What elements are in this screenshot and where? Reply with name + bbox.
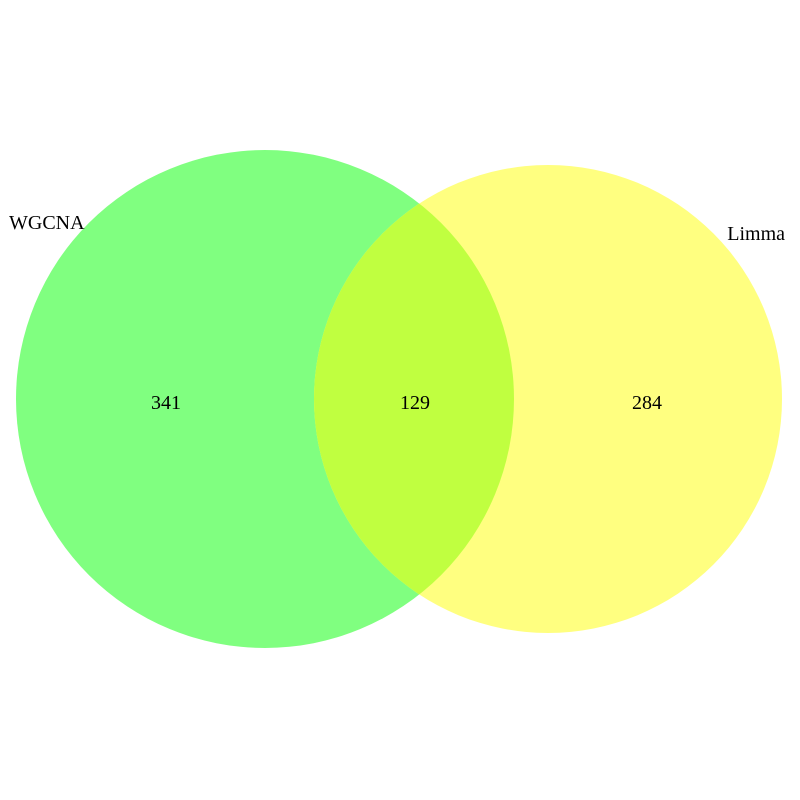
intersection-region — [314, 165, 514, 633]
count-only-limma: 284 — [632, 392, 662, 414]
count-only-wgcna: 341 — [151, 392, 181, 414]
set-label-limma: Limma — [727, 223, 785, 245]
set-label-wgcna: WGCNA — [9, 212, 85, 234]
count-intersection: 129 — [400, 392, 430, 414]
